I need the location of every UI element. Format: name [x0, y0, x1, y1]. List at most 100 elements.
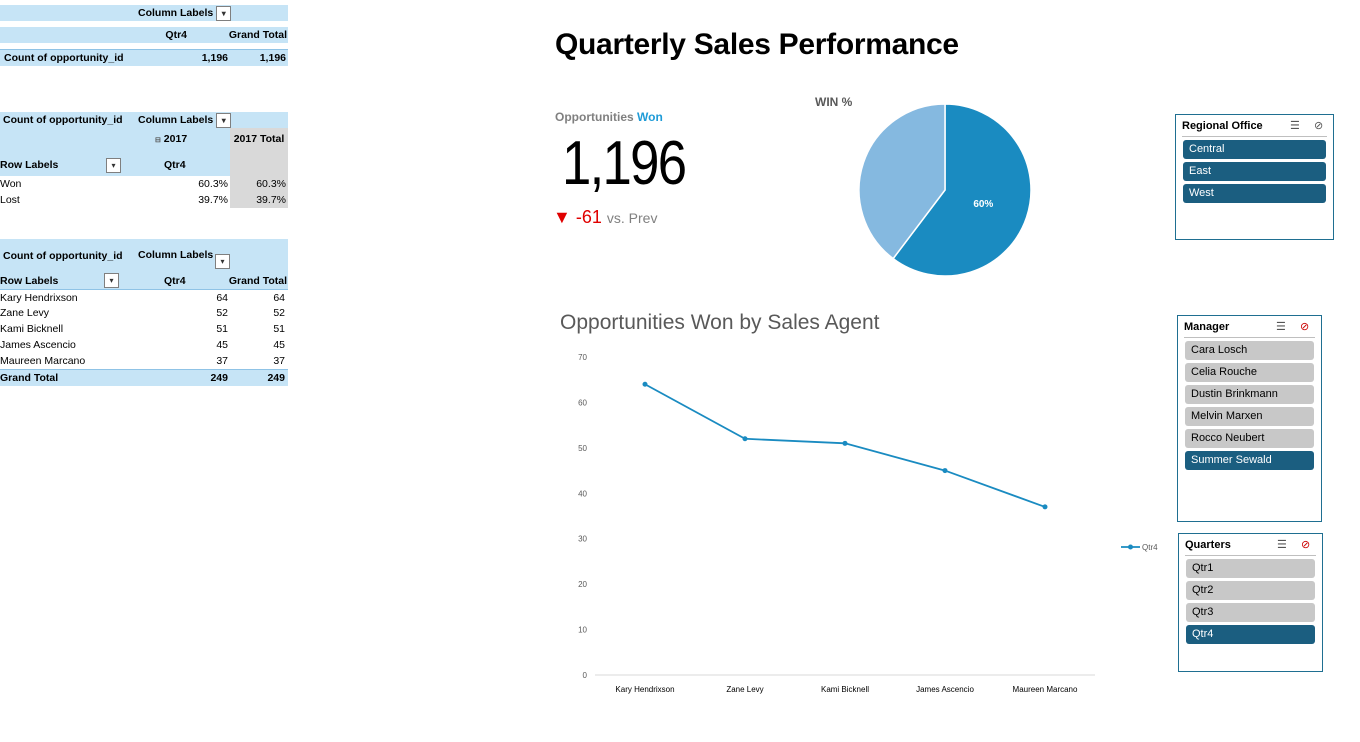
filter-dropdown-icon[interactable]: ▾ — [215, 254, 230, 269]
slicer-item-qtr3[interactable]: Qtr3 — [1186, 603, 1315, 622]
cell-value: 51 — [216, 323, 228, 335]
y-tick-label: 30 — [578, 535, 587, 544]
win-pie-chart: 60% — [858, 103, 1032, 277]
cell-value: 45 — [216, 339, 228, 351]
filter-dropdown-icon[interactable]: ▾ — [216, 5, 232, 21]
count-label: Count of opportunity_id — [3, 114, 123, 126]
legend-label: Qtr4 — [1142, 543, 1158, 552]
slicer-regional-office: Regional Office ☰ ⊘ Central East West — [1175, 114, 1334, 240]
row-labels-header: Row Labels — [0, 159, 59, 171]
sort-dropdown-icon[interactable]: ▾ — [104, 273, 119, 288]
clear-filter-icon[interactable]: ⊘ — [1301, 539, 1311, 551]
qtr-header: Qtr4 — [164, 159, 186, 171]
pie-data-label: 60% — [973, 199, 993, 210]
x-tick-label: Kary Hendrixson — [615, 685, 674, 694]
slicer-item-qtr1[interactable]: Qtr1 — [1186, 559, 1315, 578]
kpi-value: 1,196 — [562, 129, 687, 198]
cell-total: 45 — [273, 339, 285, 351]
pie-slice — [858, 103, 946, 260]
table-row: James Ascencio — [0, 339, 76, 351]
slicer-item-cara-losch[interactable]: Cara Losch — [1185, 341, 1314, 360]
clear-filter-icon[interactable]: ⊘ — [1300, 321, 1310, 333]
y-tick-label: 40 — [578, 489, 587, 498]
y-tick-label: 0 — [583, 671, 588, 680]
slicer-item-east[interactable]: East — [1183, 162, 1326, 181]
x-tick-label: Kami Bicknell — [821, 685, 869, 694]
filter-dropdown-icon[interactable]: ▾ — [106, 158, 121, 173]
cell-total: 249 — [267, 372, 285, 384]
column-labels-header: Column Labels ▾ — [138, 5, 232, 21]
agent-line-chart: 0 10 20 30 40 50 60 70 Kary Hendrixson Zane Levy K… — [578, 353, 1158, 694]
row-won: Won — [0, 178, 22, 190]
cell-value: 64 — [216, 292, 228, 304]
filter-dropdown-icon[interactable]: ▾ — [216, 112, 232, 128]
data-point — [642, 381, 648, 387]
cell-value: 249 — [210, 372, 228, 384]
pie-chart-title: WIN % — [815, 95, 853, 109]
data-point — [842, 440, 848, 446]
slicer-item-rocco-neubert[interactable]: Rocco Neubert — [1185, 429, 1314, 448]
grand-total-row-label: Grand Total — [0, 372, 59, 384]
data-point — [1042, 504, 1048, 510]
column-labels-header: Column Labels — [138, 249, 214, 261]
pie-slice — [892, 103, 1032, 277]
down-arrow-icon: ▼ — [553, 207, 571, 227]
dashboard-title: Quarterly Sales Performance — [555, 28, 959, 61]
delta-value: -61 — [575, 207, 602, 227]
column-labels-header: Column Labels ▾ — [138, 112, 232, 128]
y-tick-label: 50 — [578, 444, 587, 453]
delta-suffix: vs. Prev — [606, 210, 658, 226]
grand-total-header: Grand Total — [228, 29, 287, 41]
multi-select-icon[interactable]: ☰ — [1290, 120, 1300, 132]
cell-value: 1,196 — [201, 52, 228, 64]
cell-total: 64 — [273, 292, 285, 304]
row-label: Count of opportunity_id — [4, 52, 124, 64]
grand-total-header: Grand Total — [228, 275, 287, 287]
x-tick-label: Maureen Marcano — [1013, 685, 1078, 694]
year-header[interactable]: ⊟ 2017 — [155, 133, 188, 145]
slicer-item-celia-rouche[interactable]: Celia Rouche — [1185, 363, 1314, 382]
cell-total: 51 — [273, 323, 285, 335]
slicer-title: Regional Office — [1182, 120, 1327, 137]
cell-total: 60.3% — [230, 176, 288, 192]
clear-filter-icon[interactable]: ⊘ — [1314, 120, 1324, 132]
y-tick-label: 70 — [578, 353, 587, 362]
multi-select-icon[interactable]: ☰ — [1277, 539, 1287, 551]
x-tick-label: James Ascencio — [916, 685, 974, 694]
cell-total: 1,196 — [259, 52, 286, 64]
slicer-quarters: Quarters ☰ ⊘ Qtr1 Qtr2 Qtr3 Qtr4 — [1178, 533, 1323, 672]
year-total-header: 2017 Total — [230, 128, 288, 150]
slicer-item-summer-sewald[interactable]: Summer Sewald — [1185, 451, 1314, 470]
y-tick-label: 20 — [578, 580, 587, 589]
cell-total: 52 — [273, 307, 285, 319]
cell-total: 37 — [273, 355, 285, 367]
cell-value: 60.3% — [198, 178, 228, 190]
count-label: Count of opportunity_id — [3, 250, 123, 262]
y-tick-label: 10 — [578, 626, 587, 635]
kpi-label: Opportunities Won — [555, 110, 663, 124]
slicer-title: Manager — [1184, 321, 1315, 338]
kpi-delta: ▼ -61 vs. Prev — [553, 207, 657, 228]
cell-total: 39.7% — [230, 192, 288, 208]
data-point — [742, 436, 748, 442]
cell-value: 52 — [216, 307, 228, 319]
slicer-item-qtr2[interactable]: Qtr2 — [1186, 581, 1315, 600]
data-point — [942, 468, 948, 474]
slicer-item-melvin-marxen[interactable]: Melvin Marxen — [1185, 407, 1314, 426]
slicer-item-dustin-brinkmann[interactable]: Dustin Brinkmann — [1185, 385, 1314, 404]
table-row: Maureen Marcano — [0, 355, 86, 367]
legend-marker — [1128, 544, 1133, 550]
multi-select-icon[interactable]: ☰ — [1276, 321, 1286, 333]
row-lost: Lost — [0, 194, 20, 206]
slicer-item-qtr4[interactable]: Qtr4 — [1186, 625, 1315, 644]
slicer-manager: Manager ☰ ⊘ Cara Losch Celia Rouche Dust… — [1177, 315, 1322, 522]
cell-value: 37 — [216, 355, 228, 367]
line-chart-title: Opportunities Won by Sales Agent — [560, 311, 880, 334]
table-row: Kary Hendrixson — [0, 292, 78, 304]
slicer-item-west[interactable]: West — [1183, 184, 1326, 203]
table-row: Zane Levy — [0, 307, 50, 319]
qtr-header: Qtr4 — [165, 29, 187, 41]
collapse-icon[interactable]: ⊟ — [155, 137, 161, 144]
slicer-item-central[interactable]: Central — [1183, 140, 1326, 159]
qtr-header: Qtr4 — [164, 275, 186, 287]
